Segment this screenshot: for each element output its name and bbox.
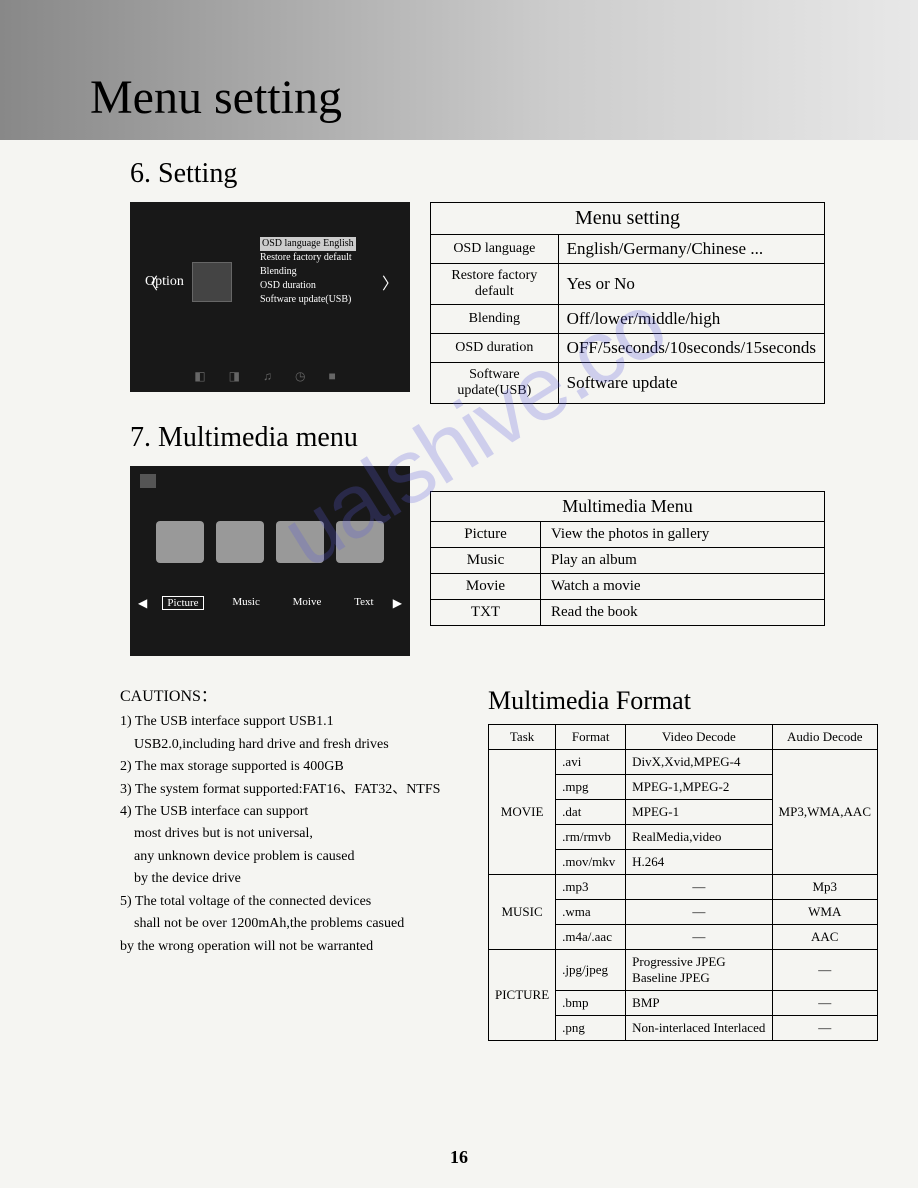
table-menu-setting: Menu setting OSD languageEnglish/Germany… bbox=[430, 202, 825, 404]
option-thumb bbox=[192, 262, 232, 302]
screenshot-settings: 〈 Option OSD language English Restore fa… bbox=[130, 202, 410, 392]
bottom-icons: ◧ ◨ ♫ ◷ ■ bbox=[130, 369, 410, 384]
table-multimedia-menu: Multimedia Menu PictureView the photos i… bbox=[430, 491, 825, 626]
format-title: Multimedia Format bbox=[488, 686, 878, 716]
page-number: 16 bbox=[0, 1147, 918, 1168]
table-settings-title: Menu setting bbox=[431, 203, 825, 235]
media-arrow-left: ◀ bbox=[138, 596, 147, 611]
angle-right: 〉 bbox=[382, 270, 398, 294]
media-icon-text bbox=[336, 521, 384, 563]
section-7-title: 7. Multimedia menu bbox=[130, 422, 878, 454]
section-6-title: 6. Setting bbox=[130, 158, 878, 190]
settings-menu-list: OSD language English Restore factory def… bbox=[260, 237, 356, 307]
media-icon-movie bbox=[276, 521, 324, 563]
header-title: Menu setting bbox=[90, 70, 342, 125]
option-label: Option bbox=[145, 274, 184, 290]
media-top-icon bbox=[140, 474, 156, 488]
media-labels: Picture Music Moive Text bbox=[150, 596, 390, 610]
media-icon-music bbox=[216, 521, 264, 563]
media-icon-picture bbox=[156, 521, 204, 563]
cautions-title: CAUTIONS： bbox=[120, 686, 458, 707]
table-format: Task Format Video Decode Audio Decode MO… bbox=[488, 724, 878, 1041]
media-arrow-right: ▶ bbox=[393, 596, 402, 611]
table-mmenu-title: Multimedia Menu bbox=[431, 492, 825, 522]
format-block: Multimedia Format Task Format Video Deco… bbox=[488, 686, 878, 1041]
screenshot-multimedia: ◀ Picture Music Moive Text ▶ bbox=[130, 466, 410, 656]
header-band: Menu setting bbox=[0, 0, 918, 140]
cautions-block: CAUTIONS： 1) The USB interface support U… bbox=[120, 686, 458, 960]
